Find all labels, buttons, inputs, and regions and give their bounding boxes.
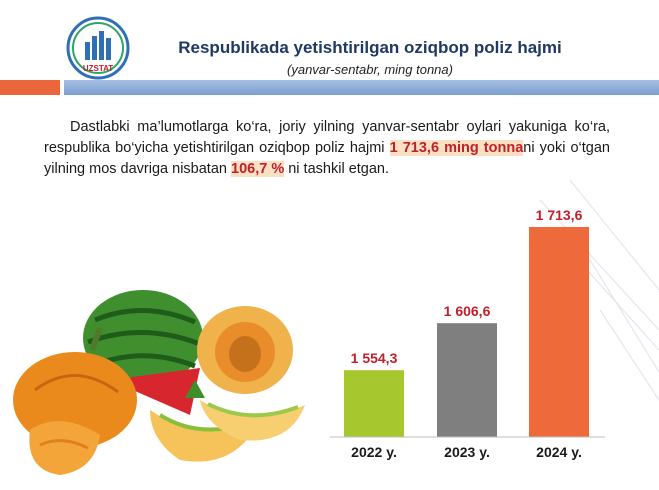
melon-illustration (13, 290, 305, 475)
logo-text: UZSTAT (83, 64, 113, 73)
bar-2024 (529, 227, 589, 437)
header-band-blue (64, 80, 659, 95)
header-band-orange (0, 80, 60, 95)
paragraph-text-1: Dastlabki ma’lumotlarga ko‘ra, joriy yil… (44, 119, 610, 156)
bar-2023 (437, 323, 497, 437)
value-label: 1 606,6 (444, 303, 491, 319)
category-label: 2022 y. (351, 444, 397, 460)
highlight-volume: 1 713,6 ming tonna (389, 140, 524, 156)
page-title: Respublikada yetishtirilgan oziqbop poli… (178, 38, 562, 57)
paragraph-text-3: ni tashkil etgan. (284, 161, 390, 177)
category-label: 2023 y. (444, 444, 490, 460)
highlight-percent: 106,7 % (231, 161, 285, 177)
value-label: 1 713,6 (536, 207, 583, 223)
page-subtitle: (yanvar-sentabr, ming tonna) (287, 62, 453, 77)
bar-2022 (344, 370, 404, 437)
uzstat-logo: UZSTAT (66, 16, 130, 80)
category-label: 2024 y. (536, 444, 582, 460)
value-label: 1 554,3 (351, 350, 398, 366)
paragraph-text-2: ni yoki o‘tgan yilning mos davriga nisba… (44, 140, 610, 177)
summary-paragraph: Dastlabki ma’lumotlarga ko‘ra, joriy yil… (44, 117, 610, 180)
